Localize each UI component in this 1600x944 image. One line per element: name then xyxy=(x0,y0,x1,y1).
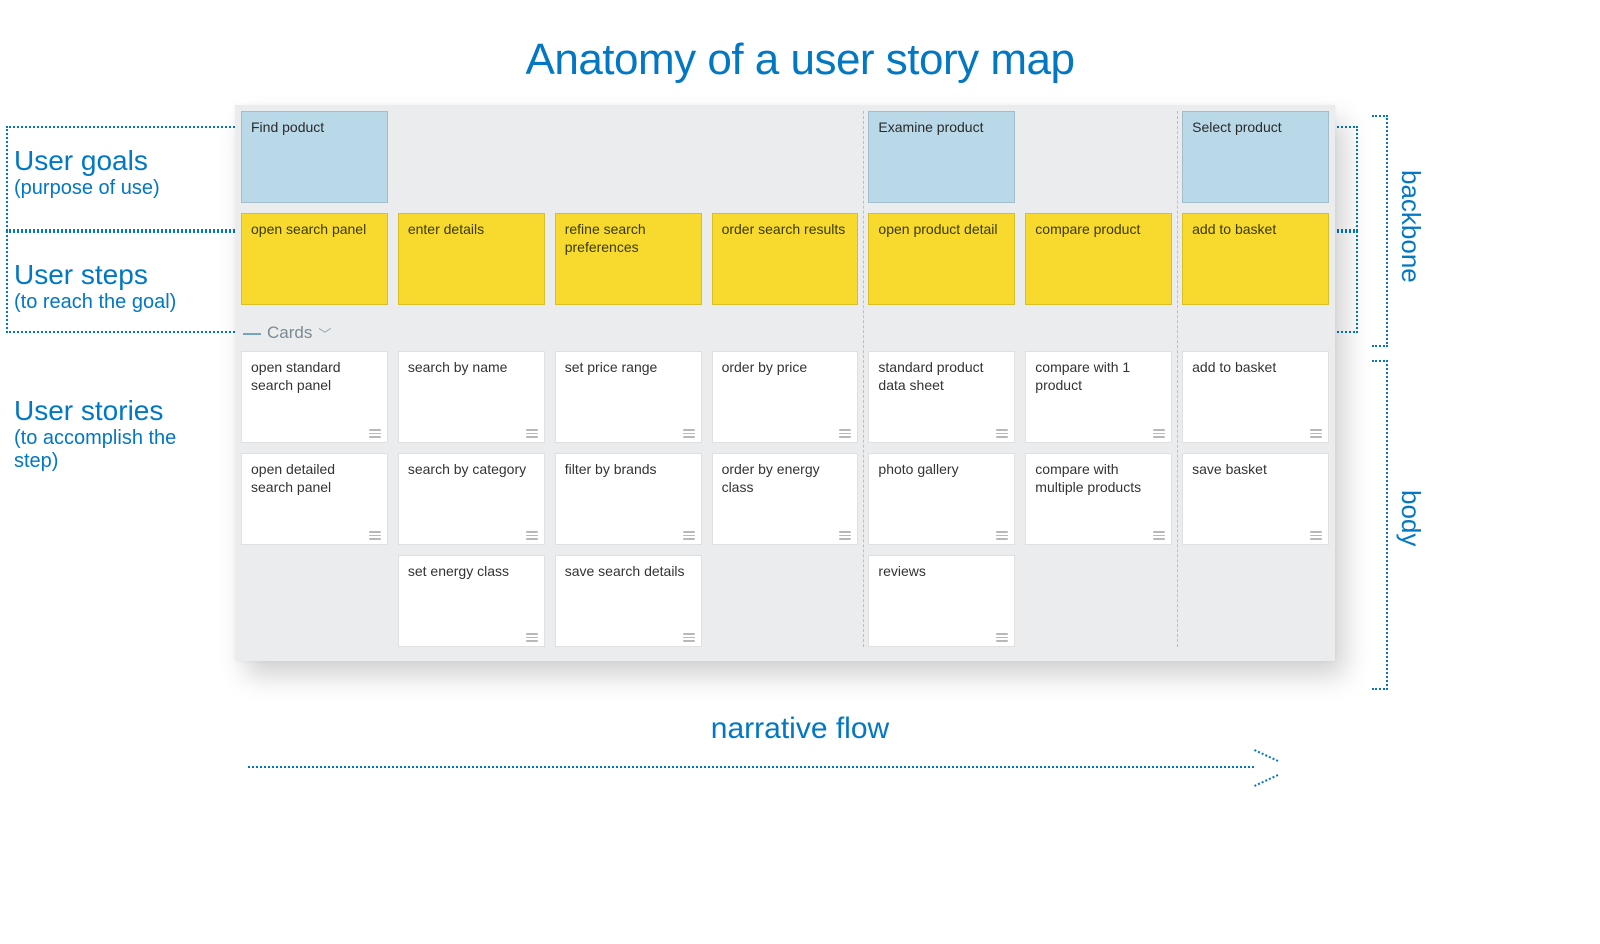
label-narrative-flow: narrative flow xyxy=(0,712,1600,746)
drag-handle-icon xyxy=(1153,427,1165,437)
step-card[interactable]: refine search preferences xyxy=(555,213,702,305)
step-card[interactable]: add to basket xyxy=(1182,213,1329,305)
drag-handle-icon xyxy=(369,529,381,539)
label-user-stories-sub: (to accomplish the step) xyxy=(14,427,224,473)
drag-handle-icon xyxy=(996,427,1008,437)
story-card[interactable]: open detailed search panel xyxy=(241,453,388,545)
drag-handle-icon xyxy=(526,427,538,437)
label-user-stories-title: User stories xyxy=(14,395,224,427)
row-stories: set energy classsave search details revie… xyxy=(241,555,1329,647)
label-user-goals: User goals (purpose of use) xyxy=(14,145,224,200)
story-card[interactable]: open standard search panel xyxy=(241,351,388,443)
label-user-goals-sub: (purpose of use) xyxy=(14,177,224,200)
bracket-backbone xyxy=(1372,115,1388,347)
column-group-separator xyxy=(1177,111,1178,647)
goal-card[interactable]: Examine product xyxy=(868,111,1015,203)
story-card[interactable]: photo gallery xyxy=(868,453,1015,545)
drag-handle-icon xyxy=(839,529,851,539)
drag-handle-icon xyxy=(683,529,695,539)
drag-handle-icon xyxy=(369,427,381,437)
cards-header-label: Cards xyxy=(267,323,312,343)
story-card[interactable]: save search details xyxy=(555,555,702,647)
story-card[interactable]: search by category xyxy=(398,453,545,545)
goal-card[interactable]: Select product xyxy=(1182,111,1329,203)
step-card[interactable]: compare product xyxy=(1025,213,1172,305)
story-card[interactable]: reviews xyxy=(868,555,1015,647)
story-card[interactable]: filter by brands xyxy=(555,453,702,545)
label-user-steps: User steps (to reach the goal) xyxy=(14,259,224,314)
story-card[interactable]: compare with 1 product xyxy=(1025,351,1172,443)
story-card[interactable]: order by energy class xyxy=(712,453,859,545)
drag-handle-icon xyxy=(526,631,538,641)
cards-section-header[interactable]: — Cards ﹀ xyxy=(241,319,1329,351)
step-card[interactable]: order search results xyxy=(712,213,859,305)
drag-handle-icon xyxy=(1153,529,1165,539)
story-card[interactable]: standard product data sheet xyxy=(868,351,1015,443)
step-card[interactable]: open product detail xyxy=(868,213,1015,305)
bracket-body xyxy=(1372,360,1388,690)
label-body: body xyxy=(1395,490,1426,546)
row-steps: open search panelenter detailsrefine sea… xyxy=(241,213,1329,305)
story-card[interactable]: set price range xyxy=(555,351,702,443)
drag-handle-icon xyxy=(1310,427,1322,437)
row-stories: open detailed search panelsearch by cate… xyxy=(241,453,1329,545)
label-user-stories: User stories (to accomplish the step) xyxy=(14,395,224,473)
drag-handle-icon xyxy=(526,529,538,539)
step-card[interactable]: open search panel xyxy=(241,213,388,305)
story-card[interactable]: add to basket xyxy=(1182,351,1329,443)
goal-card[interactable]: Find poduct xyxy=(241,111,388,203)
arrow-narrative-flow xyxy=(248,754,1278,782)
story-card[interactable]: search by name xyxy=(398,351,545,443)
drag-handle-icon xyxy=(839,427,851,437)
row-stories: open standard search panelsearch by name… xyxy=(241,351,1329,443)
story-map-panel: Find poduct Examine product Select product… xyxy=(235,105,1335,661)
label-user-goals-title: User goals xyxy=(14,145,224,177)
page-title: Anatomy of a user story map xyxy=(0,0,1600,105)
label-user-steps-sub: (to reach the goal) xyxy=(14,291,224,314)
drag-handle-icon xyxy=(996,631,1008,641)
drag-handle-icon xyxy=(996,529,1008,539)
story-card[interactable]: order by price xyxy=(712,351,859,443)
column-group-separator xyxy=(863,111,864,647)
story-card[interactable]: save basket xyxy=(1182,453,1329,545)
drag-handle-icon xyxy=(1310,529,1322,539)
story-card[interactable]: set energy class xyxy=(398,555,545,647)
story-card[interactable]: compare with multiple products xyxy=(1025,453,1172,545)
chevron-down-icon: ﹀ xyxy=(318,324,331,343)
collapse-icon: — xyxy=(243,324,261,342)
stories-container: open standard search panelsearch by name… xyxy=(241,351,1329,647)
row-goals: Find poduct Examine product Select product xyxy=(241,111,1329,203)
label-backbone: backbone xyxy=(1395,170,1426,283)
drag-handle-icon xyxy=(683,631,695,641)
step-card[interactable]: enter details xyxy=(398,213,545,305)
drag-handle-icon xyxy=(683,427,695,437)
label-user-steps-title: User steps xyxy=(14,259,224,291)
